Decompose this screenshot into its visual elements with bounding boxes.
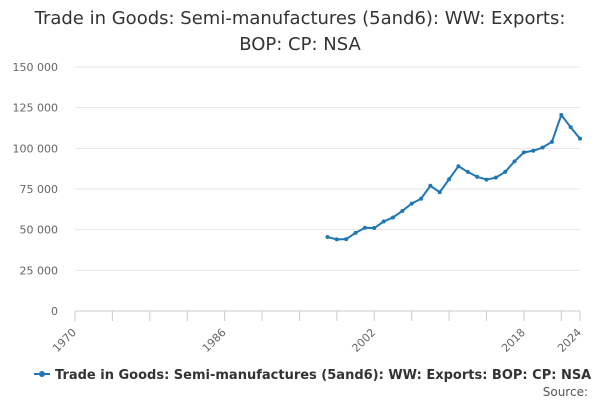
y-tick-label: 50 000 xyxy=(20,224,59,237)
data-point xyxy=(325,234,330,239)
data-point xyxy=(531,148,536,153)
chart-title-line-1: Trade in Goods: Semi-manufactures (5and6… xyxy=(34,8,566,29)
data-point xyxy=(344,237,349,242)
data-point xyxy=(372,226,377,231)
chart-title-line-2: BOP: CP: NSA xyxy=(239,34,361,55)
data-point xyxy=(390,215,395,220)
data-point xyxy=(456,164,461,169)
legend[interactable]: Trade in Goods: Semi-manufactures (5and6… xyxy=(34,368,591,383)
y-tick-label: 100 000 xyxy=(13,142,59,155)
y-tick-label: 0 xyxy=(51,305,58,318)
data-point xyxy=(437,190,442,195)
x-tick-label: 2002 xyxy=(349,326,378,355)
data-point xyxy=(400,208,405,213)
data-point xyxy=(493,175,498,180)
x-tick-label: 2018 xyxy=(499,326,528,355)
y-tick-label: 150 000 xyxy=(13,61,59,74)
data-point xyxy=(428,183,433,188)
data-point xyxy=(521,150,526,155)
data-point xyxy=(484,177,489,182)
data-point xyxy=(381,219,386,224)
data-point xyxy=(549,139,554,144)
series-group xyxy=(325,112,582,242)
data-point xyxy=(568,125,573,130)
data-point xyxy=(578,136,582,141)
data-point xyxy=(419,196,424,201)
data-point xyxy=(465,169,470,174)
grid-lines xyxy=(75,66,580,312)
x-tick-label: 1986 xyxy=(200,326,229,355)
data-point xyxy=(362,225,367,230)
legend-item-label[interactable]: Trade in Goods: Semi-manufactures (5and6… xyxy=(55,368,591,383)
series-line xyxy=(327,113,581,241)
chart-title: Trade in Goods: Semi-manufactures (5and6… xyxy=(0,6,600,58)
data-point xyxy=(475,174,480,179)
x-axis xyxy=(74,310,581,321)
data-point xyxy=(409,201,414,206)
data-point xyxy=(334,237,339,242)
data-point xyxy=(559,112,564,117)
legend-marker-swatch xyxy=(39,371,45,377)
x-tick-label: 2024 xyxy=(555,326,584,355)
data-point xyxy=(540,145,545,150)
x-tick-label: 1970 xyxy=(50,326,79,355)
y-axis-tick-labels: 0 25 000 50 000 75 000 100 000 125 000 150 000 xyxy=(13,61,59,318)
data-point xyxy=(353,230,358,235)
x-axis-tick-labels: 1970 1986 2002 2018 2024 xyxy=(50,326,584,355)
data-point xyxy=(447,177,452,182)
data-point xyxy=(512,159,517,164)
y-tick-label: 125 000 xyxy=(13,102,59,115)
y-tick-label: 75 000 xyxy=(20,183,59,196)
data-point xyxy=(503,169,508,174)
source-label: Source: xyxy=(543,385,588,399)
y-tick-label: 25 000 xyxy=(20,264,59,277)
